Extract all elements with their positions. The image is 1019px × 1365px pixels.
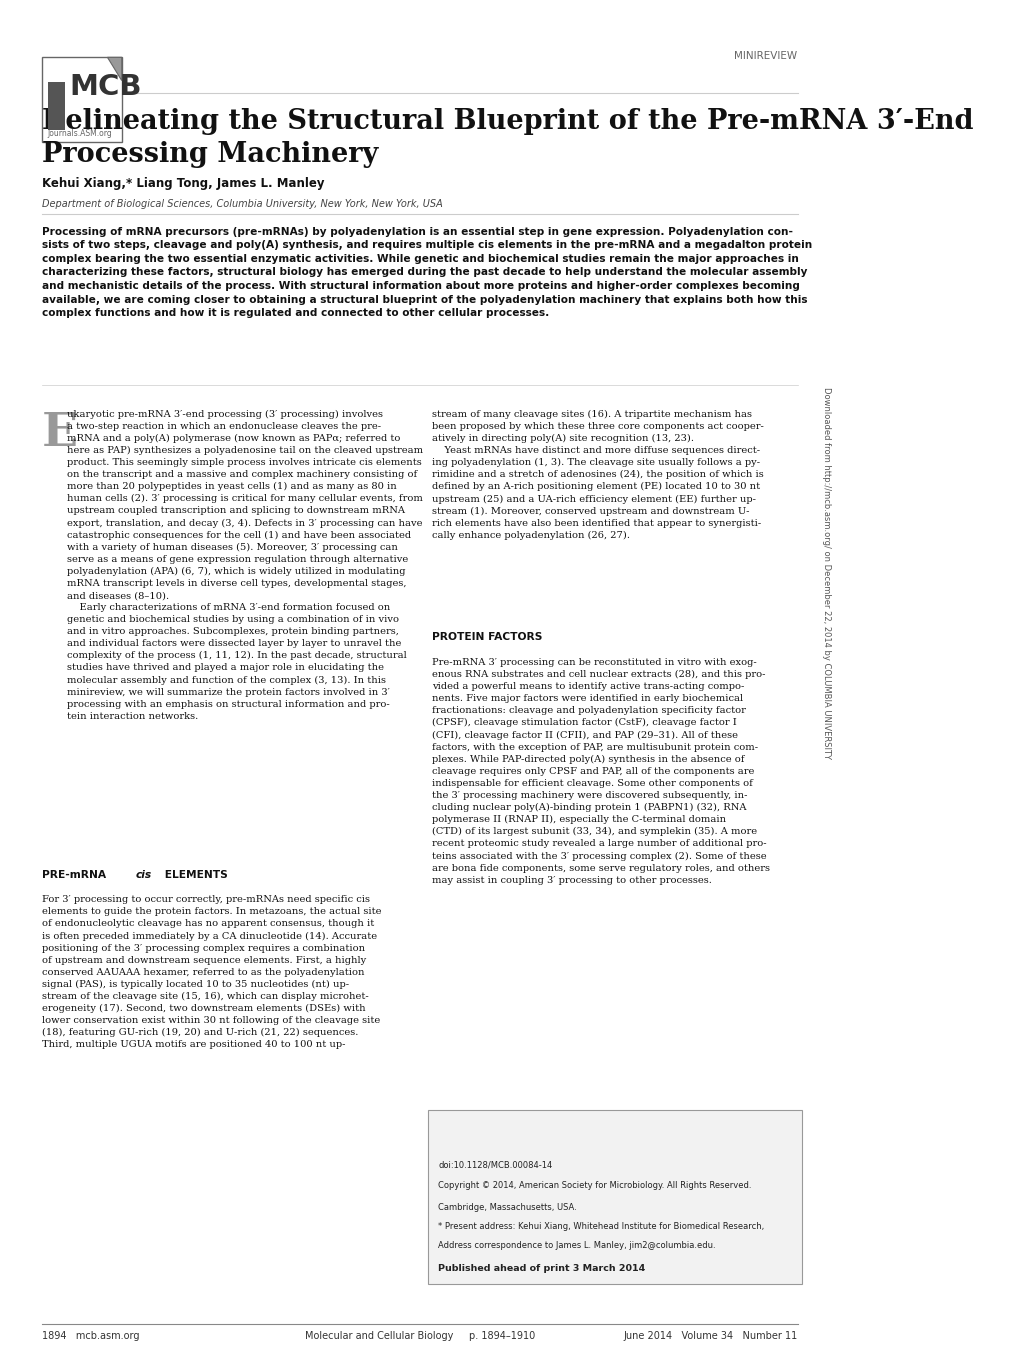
Bar xyxy=(42,57,121,142)
Text: MCB: MCB xyxy=(69,74,142,101)
Text: doi:10.1128/MCB.00084-14: doi:10.1128/MCB.00084-14 xyxy=(438,1160,552,1170)
Text: ukaryotic pre-mRNA 3′-end processing (3′ processing) involves
a two-step reactio: ukaryotic pre-mRNA 3′-end processing (3′… xyxy=(67,410,423,721)
Text: Address correspondence to James L. Manley, jim2@columbia.edu.: Address correspondence to James L. Manle… xyxy=(438,1241,715,1250)
Text: PROTEIN FACTORS: PROTEIN FACTORS xyxy=(432,632,542,642)
Text: stream of many cleavage sites (16). A tripartite mechanism has
been proposed by : stream of many cleavage sites (16). A tr… xyxy=(432,410,763,541)
Text: Department of Biological Sciences, Columbia University, New York, New York, USA: Department of Biological Sciences, Colum… xyxy=(42,199,442,209)
Text: Published ahead of print 3 March 2014: Published ahead of print 3 March 2014 xyxy=(438,1264,645,1274)
FancyBboxPatch shape xyxy=(428,1110,801,1284)
Text: ELEMENTS: ELEMENTS xyxy=(161,870,227,879)
Polygon shape xyxy=(107,57,121,81)
Text: Processing of mRNA precursors (pre-mRNAs) by polyadenylation is an essential ste: Processing of mRNA precursors (pre-mRNAs… xyxy=(42,227,811,318)
Text: Pre-mRNA 3′ processing can be reconstituted in vitro with exog-
enous RNA substr: Pre-mRNA 3′ processing can be reconstitu… xyxy=(432,658,769,885)
Text: Delineating the Structural Blueprint of the Pre-mRNA 3′-End: Delineating the Structural Blueprint of … xyxy=(42,108,972,135)
Bar xyxy=(48,82,64,130)
Text: June 2014   Volume 34   Number 11: June 2014 Volume 34 Number 11 xyxy=(623,1331,797,1340)
Text: cis: cis xyxy=(136,870,151,879)
Text: Copyright © 2014, American Society for Microbiology. All Rights Reserved.: Copyright © 2014, American Society for M… xyxy=(438,1181,751,1190)
Text: Processing Machinery: Processing Machinery xyxy=(42,141,378,168)
Text: Kehui Xiang,* Liang Tong, James L. Manley: Kehui Xiang,* Liang Tong, James L. Manle… xyxy=(42,177,324,191)
Text: Journals.ASM.org: Journals.ASM.org xyxy=(47,128,112,138)
Text: * Present address: Kehui Xiang, Whitehead Institute for Biomedical Research,: * Present address: Kehui Xiang, Whitehea… xyxy=(438,1222,763,1231)
Text: Downloaded from http://mcb.asm.org/ on December 22, 2014 by COLUMBIA UNIVERSITY: Downloaded from http://mcb.asm.org/ on D… xyxy=(820,388,829,759)
Text: E: E xyxy=(42,410,77,456)
Text: For 3′ processing to occur correctly, pre-mRNAs need specific cis
elements to gu: For 3′ processing to occur correctly, pr… xyxy=(42,895,381,1050)
Text: Cambridge, Massachusetts, USA.: Cambridge, Massachusetts, USA. xyxy=(438,1203,577,1212)
Text: PRE-mRNA: PRE-mRNA xyxy=(42,870,110,879)
Text: Molecular and Cellular Biology     p. 1894–1910: Molecular and Cellular Biology p. 1894–1… xyxy=(305,1331,534,1340)
Text: 1894   mcb.asm.org: 1894 mcb.asm.org xyxy=(42,1331,140,1340)
Text: MINIREVIEW: MINIREVIEW xyxy=(734,51,797,60)
